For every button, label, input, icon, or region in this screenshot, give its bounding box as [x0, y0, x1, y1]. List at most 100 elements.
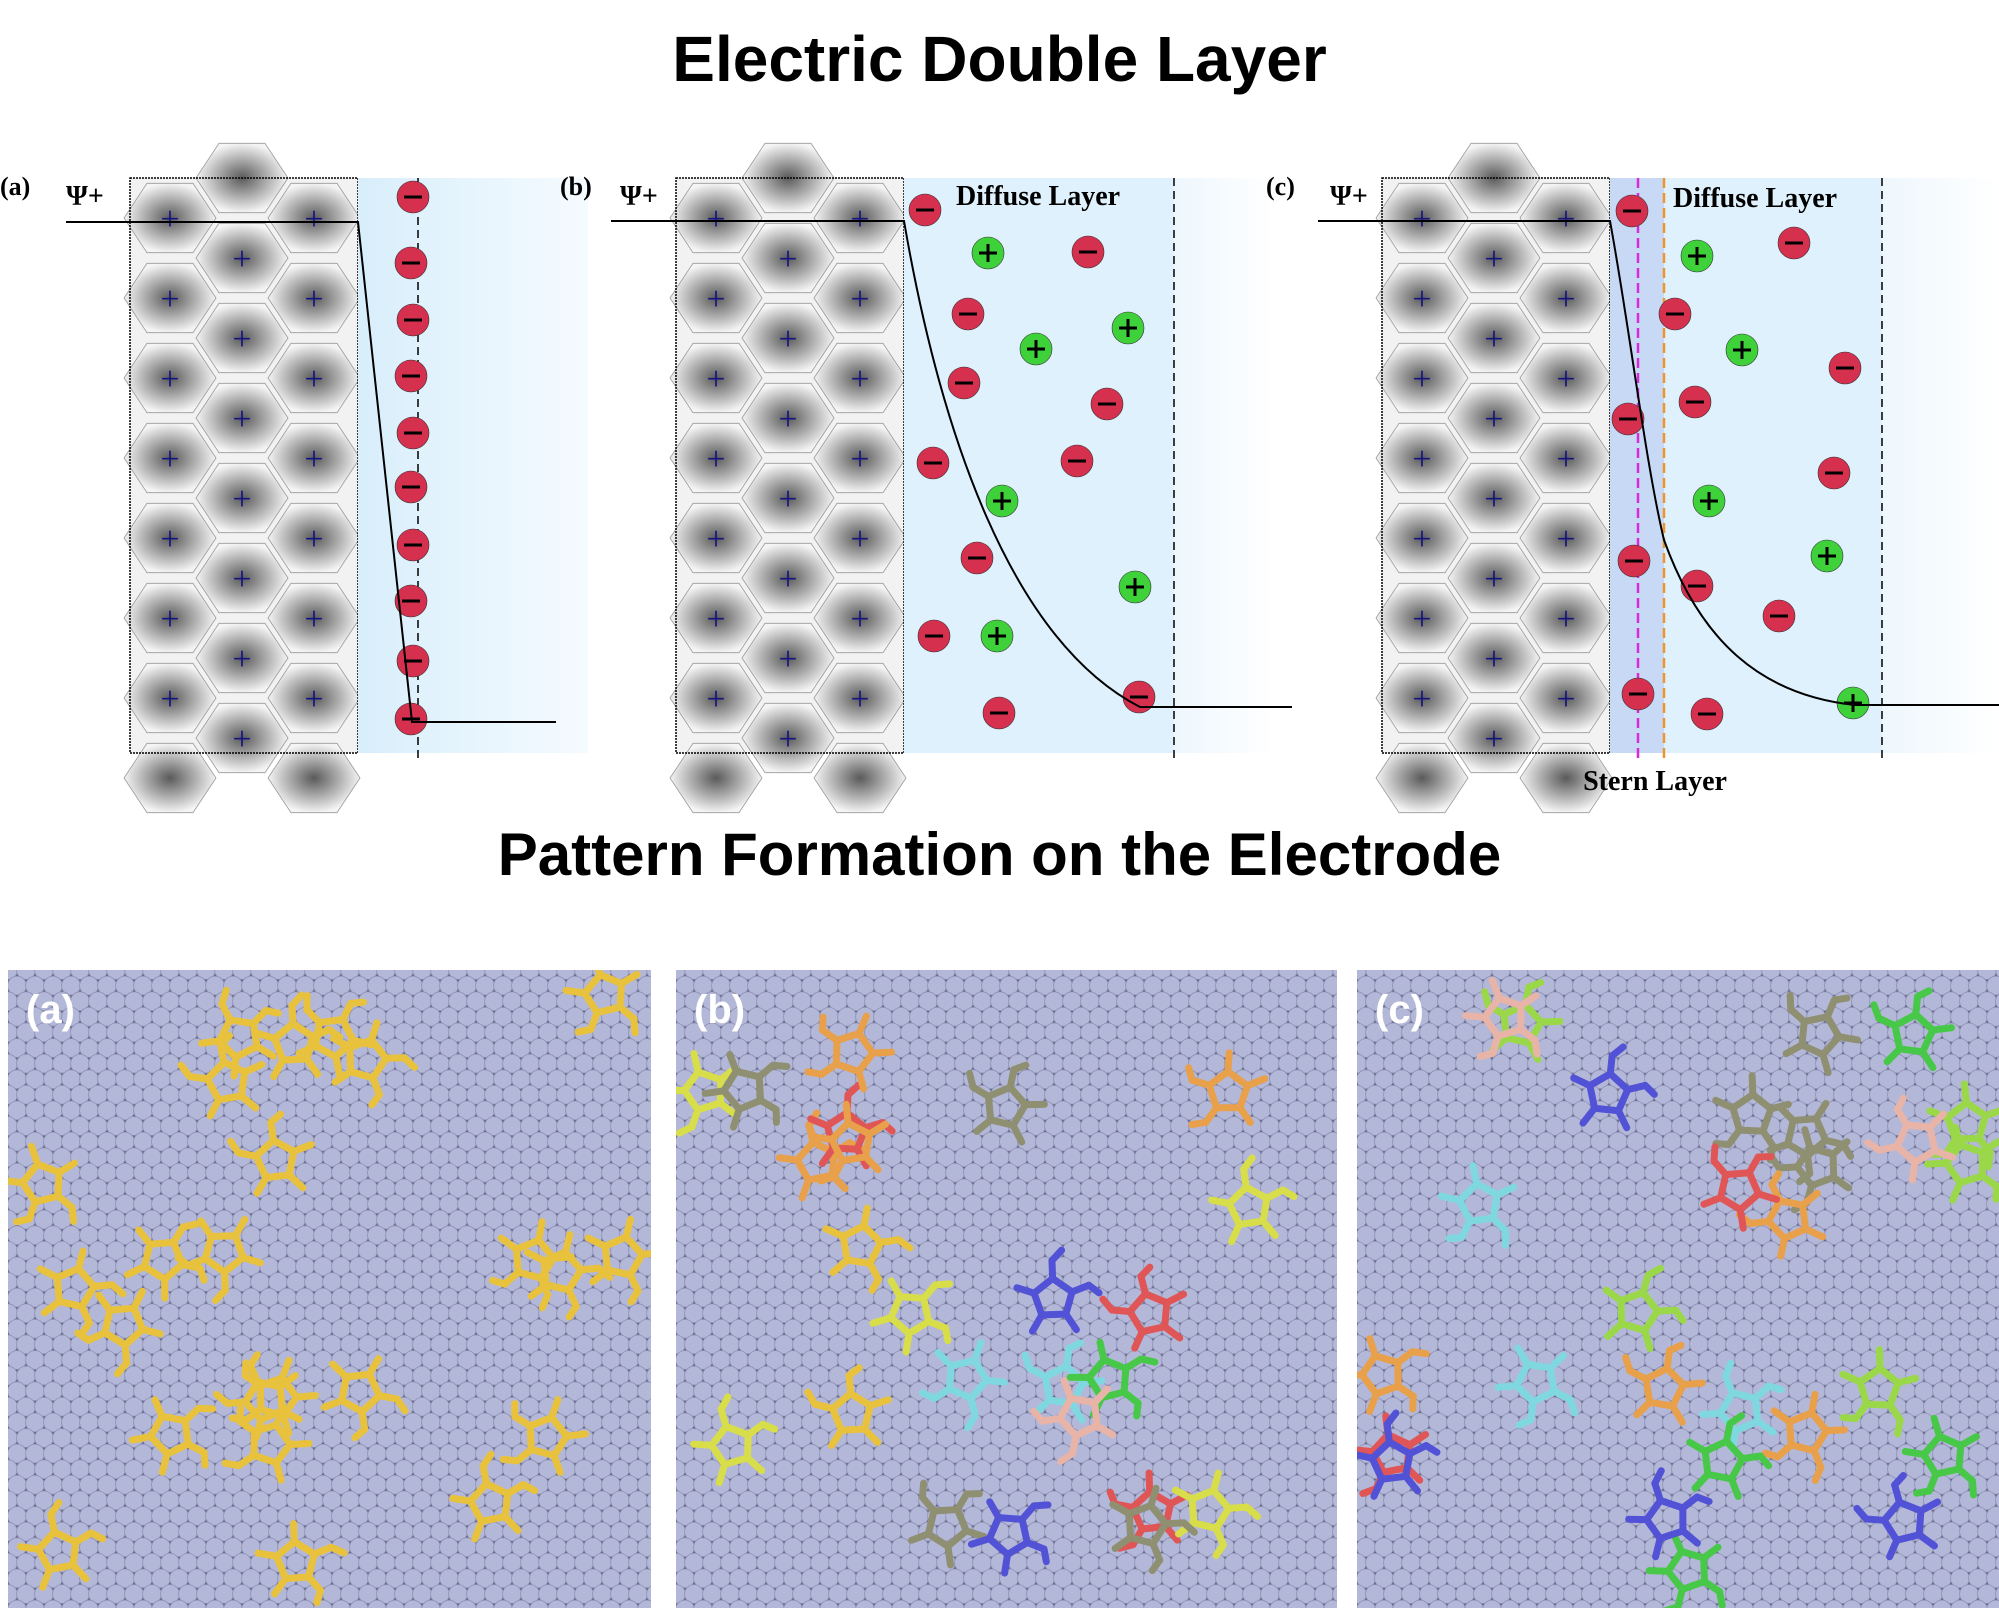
molecule: [1761, 1390, 1848, 1484]
svg-text:+: +: [706, 281, 725, 318]
ion-c-12: [1836, 686, 1870, 720]
ion-c-9: [1817, 456, 1851, 490]
ion-b-10: [985, 484, 1019, 518]
svg-text:+: +: [232, 721, 251, 758]
svg-text:+: +: [778, 721, 797, 758]
sim-label-a: (a): [26, 988, 75, 1032]
ion-b-0: [908, 193, 942, 227]
molecule: [1494, 1344, 1579, 1429]
svg-text:+: +: [850, 441, 869, 478]
molecule: [967, 1498, 1052, 1577]
molecule: [676, 1050, 740, 1137]
ion-b-9: [1060, 444, 1094, 478]
molecule: [74, 1287, 164, 1378]
molecule: [701, 1050, 791, 1131]
molecule: [805, 1100, 890, 1185]
molecule: [213, 1351, 303, 1441]
molecule: [177, 1032, 266, 1120]
svg-text:+: +: [160, 441, 179, 478]
svg-text:+: +: [1556, 601, 1575, 638]
bulk-b: [1174, 178, 1274, 753]
ion-b-2: [1071, 235, 1105, 269]
svg-text:+: +: [160, 361, 179, 398]
molecule: [1766, 1099, 1855, 1186]
surface-atoms: [8, 970, 651, 1608]
pattern-title: Pattern Formation on the Electrode: [497, 821, 1502, 888]
edl-title: Electric Double Layer: [672, 23, 1327, 95]
molecule: [1870, 987, 1955, 1072]
molecule: [1099, 1263, 1188, 1352]
svg-text:+: +: [778, 641, 797, 678]
molecule: [1021, 1339, 1106, 1424]
stern-anion-c-1: [1611, 402, 1645, 436]
molecule: [1570, 1043, 1658, 1132]
svg-text:+: +: [706, 681, 725, 718]
ion-b-3: [951, 297, 985, 331]
svg-text:+: +: [1556, 441, 1575, 478]
potential-curve-c: [1318, 220, 1999, 706]
svg-text:+: +: [1556, 681, 1575, 718]
svg-text:+: +: [850, 201, 869, 238]
svg-text:+: +: [304, 601, 323, 638]
svg-text:+: +: [778, 561, 797, 598]
ion-c-2: [1680, 569, 1714, 603]
svg-text:+: +: [1556, 361, 1575, 398]
edl-label-c: (c): [1266, 172, 1295, 201]
molecule: [320, 1355, 409, 1442]
anion-a-5: [394, 470, 428, 504]
ion-b-12: [1118, 570, 1152, 604]
svg-text:+: +: [232, 641, 251, 678]
ion-b-7: [1090, 387, 1124, 421]
sim-surface-b: [676, 970, 1337, 1608]
potential-label-b: Ψ+: [620, 181, 658, 212]
svg-text:+: +: [850, 601, 869, 638]
molecule: [869, 1277, 954, 1356]
svg-text:+: +: [1556, 281, 1575, 318]
edl-label-a: (a): [0, 172, 30, 201]
molecule: [1602, 1264, 1687, 1353]
svg-text:+: +: [160, 281, 179, 318]
ion-b-15: [982, 696, 1016, 730]
molecule: [128, 1396, 217, 1476]
ion-b-6: [947, 366, 981, 400]
ion-c-11: [1690, 697, 1724, 731]
molecule: [562, 970, 641, 1037]
molecule: [1066, 1338, 1159, 1420]
ion-c-4: [1725, 333, 1759, 367]
potential-curve-b: [611, 220, 1292, 708]
molecule: [1437, 1161, 1518, 1249]
ion-c-10: [1810, 539, 1844, 573]
svg-text:+: +: [232, 481, 251, 518]
anion-a-3: [394, 359, 428, 393]
ion-b-16: [1122, 680, 1156, 714]
molecule: [174, 1215, 264, 1304]
stern-anion-c-0: [1615, 194, 1649, 228]
molecule: [1171, 1469, 1261, 1559]
ion-c-3: [1680, 239, 1714, 273]
svg-text:+: +: [304, 201, 323, 238]
electrode-b: + + + + + + + + + + + + + + + + + + + + +: [669, 142, 907, 814]
molecule: [1864, 1094, 1957, 1184]
molecule: [499, 1396, 590, 1476]
svg-text:+: +: [304, 521, 323, 558]
molecule: [17, 1499, 107, 1591]
svg-text:+: +: [1412, 601, 1431, 638]
anion-a-4: [396, 416, 430, 450]
molecule: [123, 1220, 208, 1302]
sim-label-b: (b): [694, 988, 746, 1032]
ion-b-8: [916, 446, 950, 480]
molecule: [822, 1204, 914, 1294]
molecule: [1622, 1341, 1706, 1426]
sim-label-c: (c): [1375, 988, 1424, 1032]
molecule: [1700, 1143, 1780, 1232]
molecule: [253, 991, 344, 1081]
svg-text:+: +: [778, 481, 797, 518]
molecule: [804, 1364, 892, 1449]
molecule: [1357, 1409, 1441, 1500]
anion-a-6: [396, 528, 430, 562]
ion-c-8: [1828, 351, 1862, 385]
svg-text:+: +: [232, 561, 251, 598]
ion-b-1: [971, 236, 1005, 270]
svg-text:+: +: [160, 601, 179, 638]
molecule: [1782, 991, 1862, 1077]
